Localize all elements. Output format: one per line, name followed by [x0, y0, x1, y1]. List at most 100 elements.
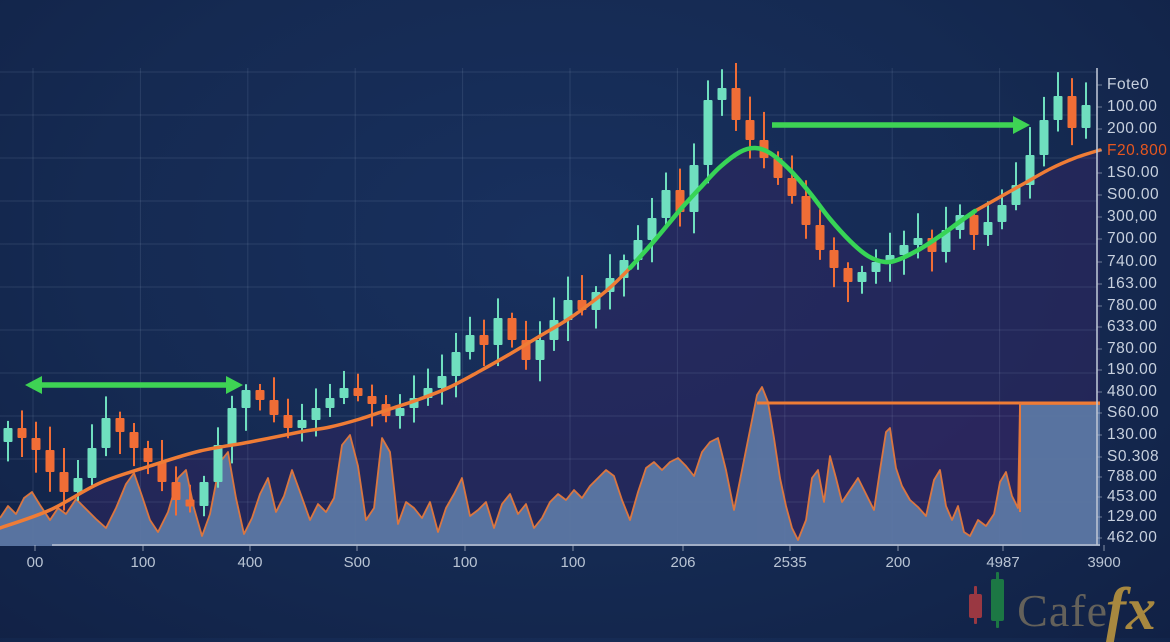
candle-body: [31, 438, 41, 450]
x-axis-label: 100: [130, 554, 155, 571]
candle-body: [143, 448, 153, 462]
x-axis-label: 100: [452, 554, 477, 571]
x-axis-label: 2535: [773, 554, 806, 571]
candle-body: [913, 238, 923, 245]
x-axis-label: 100: [560, 554, 585, 571]
y-axis-label: 190.00: [1107, 361, 1157, 378]
y-axis-label: 453.00: [1107, 488, 1157, 505]
y-axis-label: 129.00: [1107, 508, 1157, 525]
logo-green-candle: [991, 572, 1005, 628]
candle-body: [339, 388, 349, 398]
candle-body: [507, 318, 517, 340]
candle-body: [297, 420, 307, 428]
y-axis-label: 780.00: [1107, 297, 1157, 314]
candle-body: [535, 340, 545, 360]
y-axis-label: S0.308: [1107, 448, 1159, 465]
candle-body: [899, 245, 909, 255]
candle-body: [969, 215, 979, 235]
candle-body: [87, 448, 97, 478]
y-axis-label: 633.00: [1107, 318, 1157, 335]
candle-body: [871, 262, 881, 272]
y-axis-label: Fote0: [1107, 76, 1149, 93]
y-axis-label: 788.00: [1107, 468, 1157, 485]
candle-body: [227, 408, 237, 445]
ma-line-orange-left: [0, 266, 632, 530]
candle-body: [647, 218, 657, 240]
candle-body: [689, 165, 699, 212]
y-axis-label: 130.00: [1107, 426, 1157, 443]
candle-body: [115, 418, 125, 432]
candle-body: [479, 335, 489, 345]
candle-body: [1039, 120, 1049, 155]
y-axis-label: 200.00: [1107, 120, 1157, 137]
y-axis-label: 100.00: [1107, 98, 1157, 115]
candle-body: [787, 178, 797, 196]
trend-arrow-head-right: [226, 376, 243, 394]
brand-watermark: Cafe fx: [965, 572, 1156, 642]
y-axis-label: 462.00: [1107, 529, 1157, 546]
y-axis-label: 163.00: [1107, 275, 1157, 292]
candle-body: [311, 408, 321, 420]
y-axis-label: 480.00: [1107, 383, 1157, 400]
x-axis-label: S00: [344, 554, 371, 571]
candle-body: [661, 190, 671, 218]
x-axis-label: 4987: [986, 554, 1019, 571]
y-axis-label: 740.00: [1107, 253, 1157, 270]
logo-red-candle: [969, 586, 983, 624]
x-axis-label: 00: [27, 554, 44, 571]
candle-body: [983, 222, 993, 235]
candle-body: [353, 388, 363, 396]
x-axis-label: 206: [670, 554, 695, 571]
candle-body: [283, 415, 293, 428]
candle-body: [731, 88, 741, 120]
candle-body: [801, 196, 811, 225]
candle-body: [101, 418, 111, 448]
candle-body: [73, 478, 83, 492]
candle-body: [1053, 96, 1063, 120]
candle-body: [367, 396, 377, 404]
candle-body: [17, 428, 27, 438]
trend-arrow-head-right: [1013, 116, 1030, 134]
price-label-current: F20.800: [1107, 142, 1167, 159]
y-axis-label: 300,00: [1107, 208, 1157, 225]
y-axis-label: S00.00: [1107, 186, 1159, 203]
candle-body: [255, 390, 265, 400]
candle-body: [857, 272, 867, 282]
y-axis-label: S60.00: [1107, 404, 1159, 421]
ma-line-orange-right: [973, 148, 1102, 213]
logo-candles-icon: [969, 572, 1005, 628]
x-axis-label: 3900: [1087, 554, 1120, 571]
candle-body: [45, 450, 55, 472]
y-axis-label: 700.00: [1107, 230, 1157, 247]
candle-body: [745, 120, 755, 140]
candle-body: [1081, 105, 1091, 128]
x-axis-label: 400: [237, 554, 262, 571]
candle-body: [269, 400, 279, 415]
x-axis-label: 200: [885, 554, 910, 571]
candle-body: [199, 482, 209, 506]
candle-body: [185, 499, 195, 507]
candle-body: [815, 225, 825, 250]
volume-area: [0, 387, 1100, 546]
candle-body: [241, 390, 251, 408]
candle-body: [3, 428, 13, 442]
candle-body: [59, 472, 69, 492]
ma-line-green-highlight: [627, 145, 978, 271]
candle-body: [843, 268, 853, 282]
candle-body: [563, 300, 573, 320]
candle-body: [325, 398, 335, 408]
candle-body: [997, 205, 1007, 222]
candle-body: [703, 100, 713, 165]
candle-body: [465, 335, 475, 352]
candle-body: [437, 376, 447, 388]
candle-body: [717, 88, 727, 100]
volume-outline: [0, 386, 1100, 541]
brand-name-fx: fx: [1106, 575, 1156, 642]
y-axis-label: 1S0.00: [1107, 164, 1159, 181]
trend-arrow-head-left: [25, 376, 42, 394]
candle-body: [493, 318, 503, 345]
candle-body: [157, 462, 167, 482]
y-axis-label: 780.00: [1107, 340, 1157, 357]
candle-body: [395, 408, 405, 416]
